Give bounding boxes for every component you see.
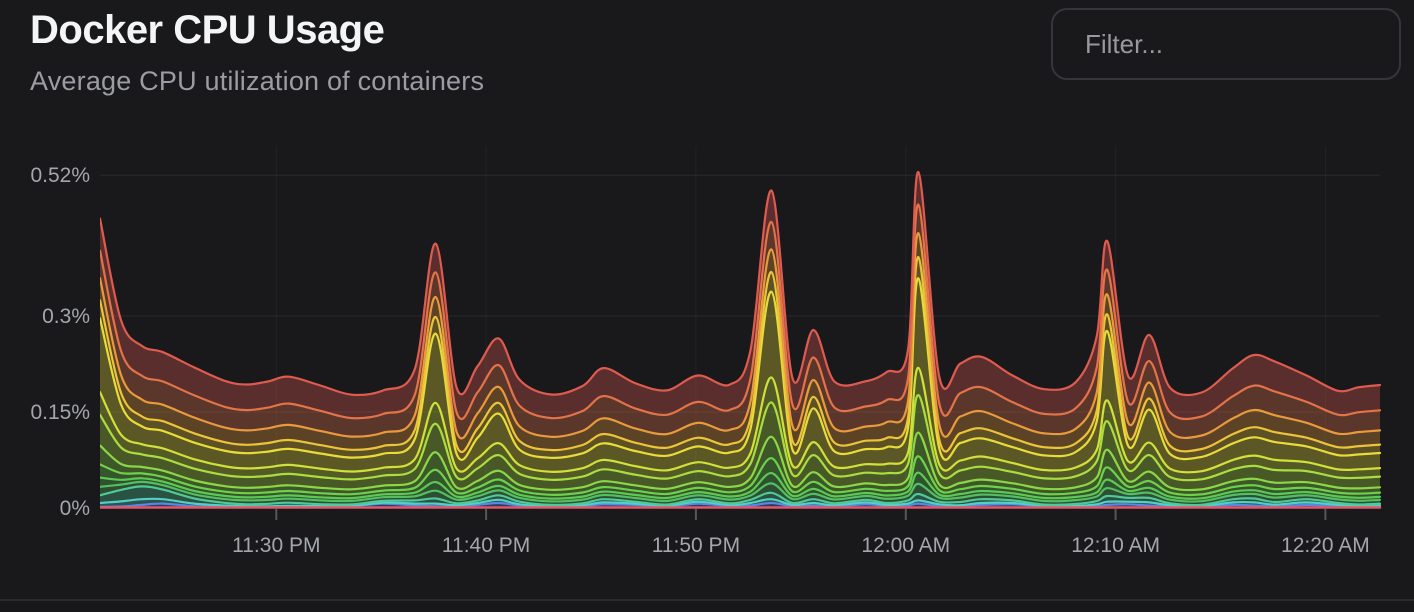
series-line-series-13	[100, 232, 1382, 440]
next-panel-edge	[0, 601, 1414, 612]
series-area-series-08	[100, 432, 1380, 495]
y-axis-tick-label: 0.3%	[42, 305, 90, 328]
x-axis-tick-label: 12:10 AM	[1071, 534, 1160, 557]
series-line-series-14	[100, 203, 1382, 421]
series-area-series-14	[100, 204, 1380, 439]
series-line-series-03	[100, 497, 1382, 508]
x-axis-tick-label: 11:50 PM	[652, 534, 740, 557]
x-axis-tick-label: 12:20 AM	[1281, 534, 1370, 557]
y-axis-tick-label: 0%	[60, 497, 90, 520]
series-area-series-10	[100, 367, 1380, 481]
series-line-series-07	[100, 455, 1382, 496]
series-line-series-15	[100, 170, 1382, 397]
series-fill-layer	[100, 172, 1380, 508]
series-line-series-10	[100, 366, 1382, 474]
series-line-series-04	[100, 485, 1382, 507]
x-axis-tick-label: 12:00 AM	[861, 534, 950, 557]
page-title: Docker CPU Usage	[30, 8, 385, 52]
series-line-series-11	[100, 277, 1382, 461]
filter-input[interactable]	[1051, 8, 1401, 80]
x-axis-tick-label: 11:30 PM	[232, 534, 320, 557]
panel-subtitle: Average CPU utilization of containers	[30, 66, 485, 96]
series-line-series-08	[100, 431, 1382, 492]
series-line-series-12	[100, 255, 1382, 454]
chart-gridlines	[100, 146, 1380, 508]
series-line-series-06	[100, 471, 1382, 500]
x-axis-tick-label: 11:40 PM	[442, 534, 530, 557]
series-line-series-09	[100, 393, 1382, 482]
panel-bottom-divider	[0, 599, 1414, 601]
series-area-series-07	[100, 456, 1380, 499]
y-axis-tick-label: 0.52%	[30, 164, 90, 187]
series-line-series-05	[100, 480, 1382, 503]
series-line-layer	[100, 170, 1382, 509]
y-axis-tick-label: 0.15%	[30, 401, 90, 424]
series-area-series-11	[100, 278, 1380, 473]
series-area-series-09	[100, 395, 1380, 491]
chart-axes: 0% 0.15% 0.3% 0.52% 11:30 PM 11:40 PM 11:50 PM…	[30, 164, 1369, 557]
panel-header: Docker CPU Usage Average CPU utilization…	[30, 8, 484, 97]
series-area-series-04	[100, 486, 1380, 507]
series-area-series-15	[100, 172, 1380, 420]
